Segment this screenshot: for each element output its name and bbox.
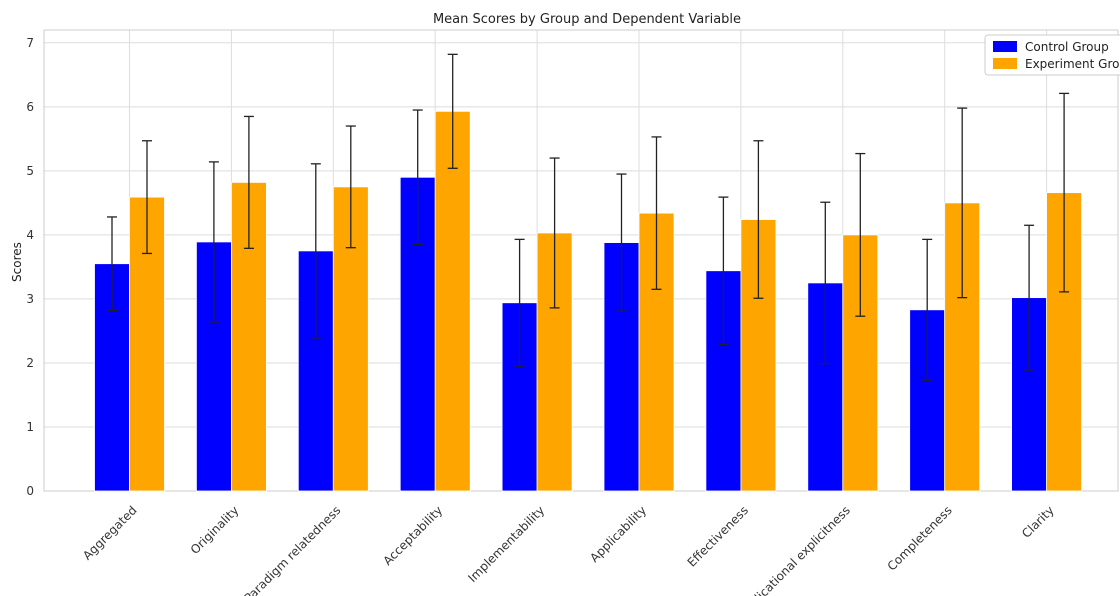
- y-tick-label: 4: [26, 228, 34, 242]
- y-tick-label: 6: [26, 100, 34, 114]
- bars: [94, 110, 1082, 492]
- y-axis-label: Scores: [10, 242, 24, 282]
- y-tick-label: 5: [26, 164, 34, 178]
- y-tick-label: 3: [26, 292, 34, 306]
- plot-frame: [43, 29, 1119, 492]
- experiment-bar: [434, 110, 471, 492]
- y-tick-label: 2: [26, 356, 34, 370]
- legend-swatch: [993, 41, 1017, 52]
- legend-label: Experiment Group: [1025, 57, 1120, 71]
- legend-label: Control Group: [1025, 40, 1109, 54]
- chart-title: Mean Scores by Group and Dependent Varia…: [433, 12, 741, 27]
- y-ticks: 0 1 2 3 4 5 6 7: [26, 36, 34, 498]
- y-tick-label: 0: [26, 484, 34, 498]
- legend-box: [984, 34, 1120, 76]
- error-bars: [107, 53, 1070, 381]
- y-tick-label: 1: [26, 420, 34, 434]
- y-tick-label: 7: [26, 36, 34, 50]
- legend: Control Group Experiment Group: [984, 34, 1120, 76]
- legend-swatch: [993, 58, 1017, 69]
